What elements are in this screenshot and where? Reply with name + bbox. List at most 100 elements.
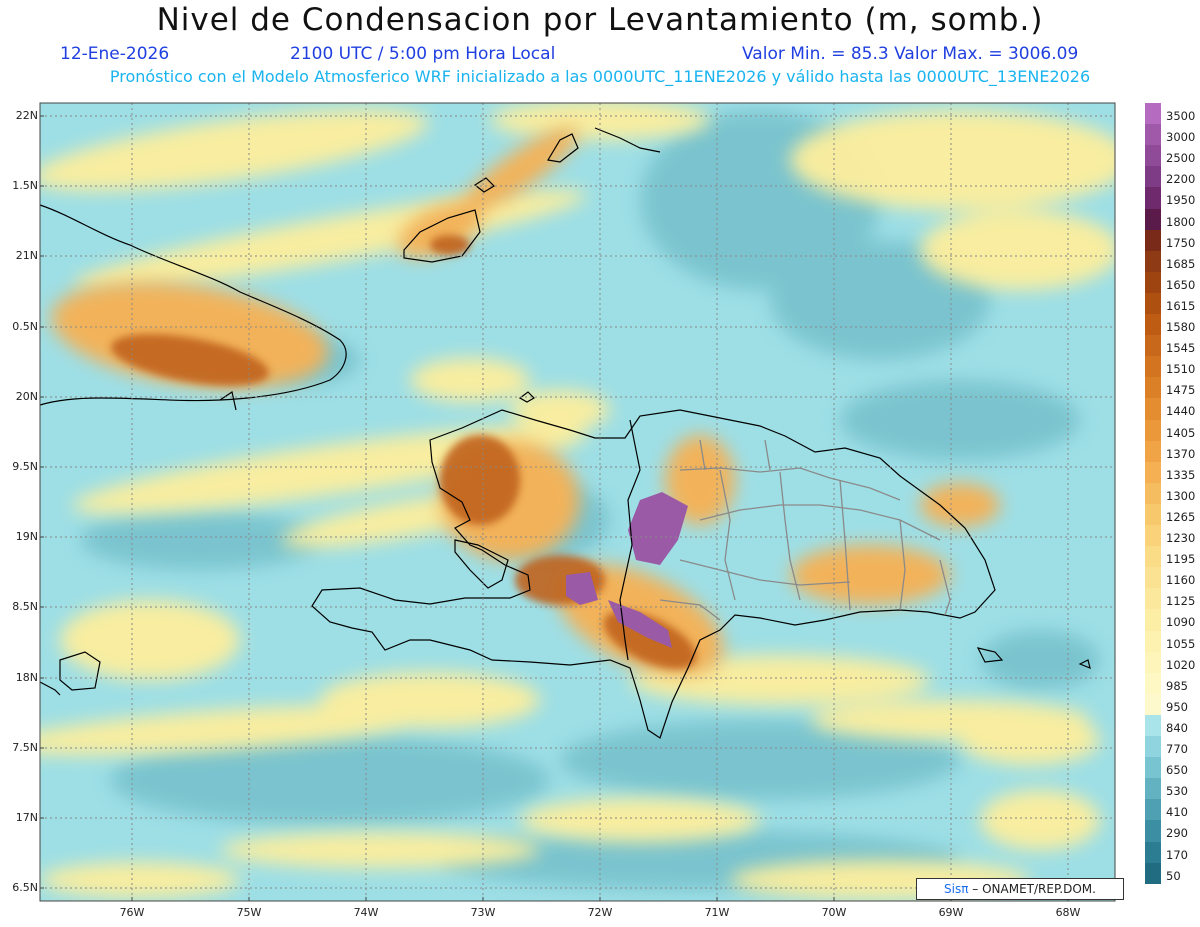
colorbar-label: 1265 xyxy=(1166,509,1196,524)
colorbar-label: 950 xyxy=(1166,699,1188,714)
colorbar-swatch xyxy=(1145,314,1161,336)
colorbar-label: 3500 xyxy=(1166,109,1196,123)
colorbar-label: 985 xyxy=(1166,678,1188,693)
colorbar-label: 770 xyxy=(1166,742,1188,756)
colorbar-label: 1475 xyxy=(1166,383,1196,398)
colorbar-label: 50 xyxy=(1166,868,1181,883)
colorbar-swatch xyxy=(1145,714,1161,737)
colorbar-label: 2500 xyxy=(1166,151,1196,166)
colorbar-swatch xyxy=(1145,482,1161,505)
model-info: Pronóstico con el Modelo Atmosferico WRF… xyxy=(109,67,1091,86)
colorbar-label: 3000 xyxy=(1166,130,1196,145)
colorbar-swatch xyxy=(1145,187,1161,209)
colorbar-label: 530 xyxy=(1166,784,1188,799)
colorbar-label: 1615 xyxy=(1166,298,1196,313)
lon-label: 76W xyxy=(119,906,145,919)
colorbar-label: 1650 xyxy=(1166,277,1196,292)
colorbar-swatch xyxy=(1145,292,1161,315)
colorbar-swatch xyxy=(1145,335,1161,357)
coastlines xyxy=(39,127,1091,739)
lat-label: 22N xyxy=(15,109,38,122)
colorbar-swatch xyxy=(1145,588,1161,610)
lat-label: 17N xyxy=(15,811,38,824)
value-min-max: Valor Min. = 85.3 Valor Max. = 3006.09 xyxy=(742,44,1079,64)
lon-label: 73W xyxy=(470,906,496,919)
credit-sis: Sis xyxy=(944,882,962,896)
colorbar-label: 840 xyxy=(1166,720,1188,735)
lat-label: 19N xyxy=(15,530,38,543)
forecast-time: 2100 UTC / 5:00 pm Hora Local xyxy=(290,44,556,64)
colorbar-label: 1440 xyxy=(1166,404,1196,419)
colorbar-label: 1950 xyxy=(1166,193,1196,208)
colorbar-swatch xyxy=(1145,736,1161,758)
colorbar-swatch xyxy=(1145,525,1161,547)
map-title: Nivel de Condensacion por Levantamiento … xyxy=(156,2,1044,38)
colorbar-label: 1020 xyxy=(1166,657,1196,672)
colorbar-label: 1300 xyxy=(1166,488,1196,503)
lat-label: 18N xyxy=(15,671,38,684)
colorbar-label: 1370 xyxy=(1166,446,1196,461)
colorbar-swatch xyxy=(1145,651,1161,674)
colorbar-swatch xyxy=(1145,862,1161,885)
colorbar-swatch xyxy=(1145,757,1161,779)
colorbar-swatch xyxy=(1145,630,1161,653)
province-borders xyxy=(659,439,951,621)
credit-org: – ONAMET/REP.DOM. xyxy=(972,882,1096,896)
lon-label: 69W xyxy=(938,906,964,919)
lcl-field xyxy=(40,103,1115,901)
colorbar-swatch xyxy=(1145,672,1161,695)
colorbar-swatch xyxy=(1145,799,1161,821)
lat-label: 0.5N xyxy=(12,320,38,333)
colorbar-swatch xyxy=(1145,546,1161,568)
colorbar-swatch xyxy=(1145,271,1161,294)
lat-label: 8.5N xyxy=(12,600,38,613)
lon-label: 74W xyxy=(353,906,379,919)
colorbar-swatch xyxy=(1145,208,1161,231)
colorbar-label: 1090 xyxy=(1166,615,1196,630)
colorbar-swatch xyxy=(1145,693,1161,716)
colorbar-label: 290 xyxy=(1166,826,1188,841)
colorbar-swatch xyxy=(1145,145,1161,167)
lat-label: 6.5N xyxy=(12,881,38,894)
colorbar-swatch xyxy=(1145,440,1161,463)
colorbar-swatch xyxy=(1145,250,1161,273)
colorbar-label: 1195 xyxy=(1166,552,1196,567)
colorbar-label: 1510 xyxy=(1166,362,1196,377)
colorbar-swatch xyxy=(1145,229,1161,252)
lon-label: 70W xyxy=(821,906,847,919)
lat-label: 20N xyxy=(15,390,38,403)
colorbar-label: 1750 xyxy=(1166,235,1196,250)
colorbar-label: 2200 xyxy=(1166,172,1196,187)
colorbar-label: 1800 xyxy=(1166,214,1196,229)
colorbar-label: 410 xyxy=(1166,805,1188,820)
colorbar-label: 1230 xyxy=(1166,531,1196,545)
lat-label: 7.5N xyxy=(12,741,38,754)
lat-label: 9.5N xyxy=(12,460,38,473)
colorbar-swatch xyxy=(1145,377,1161,399)
colorbar-label: 1580 xyxy=(1166,320,1196,334)
lat-label: 1.5N xyxy=(12,179,38,192)
colorbar-swatch xyxy=(1145,609,1161,631)
colorbar-label: 1545 xyxy=(1166,341,1196,356)
lon-label: 68W xyxy=(1055,906,1081,919)
colorbar-label: 1160 xyxy=(1166,573,1196,588)
colorbar-swatch xyxy=(1145,398,1161,420)
graticule xyxy=(40,103,1115,901)
colorbar-swatch xyxy=(1145,461,1161,484)
colorbar-swatch xyxy=(1145,778,1161,800)
colorbar-swatch xyxy=(1145,124,1161,146)
colorbar-swatch xyxy=(1145,503,1161,526)
map-frame xyxy=(39,102,1116,902)
colorbar-label: 1405 xyxy=(1166,425,1196,440)
colorbar-swatch xyxy=(1145,356,1161,378)
max-lcl-area xyxy=(566,492,688,648)
credit-pi: π xyxy=(961,882,969,896)
colorbar-label: 650 xyxy=(1166,763,1188,778)
forecast-date: 12-Ene-2026 xyxy=(60,44,170,64)
colorbar-swatch xyxy=(1145,820,1161,842)
colorbar-swatch xyxy=(1145,166,1161,188)
lon-label: 72W xyxy=(587,906,613,919)
colorbar-swatch xyxy=(1145,103,1161,125)
lon-label: 71W xyxy=(704,906,730,919)
